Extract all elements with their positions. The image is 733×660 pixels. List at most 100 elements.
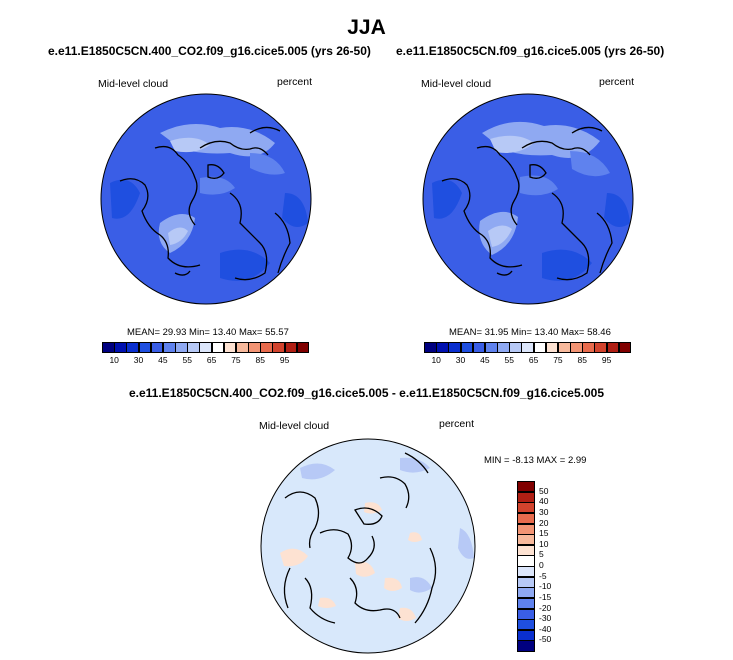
panel-a-colorbar-swatch	[102, 342, 115, 353]
panel-a-low-cloud-region	[282, 193, 308, 227]
panel-c-coastline	[284, 491, 320, 549]
panel-b-map	[422, 93, 634, 305]
panel-a-coastline	[174, 270, 191, 276]
panel-a-colorbar-label: 55	[182, 355, 192, 365]
panel-c-colorbar-label: -5	[539, 570, 547, 581]
panel-c-positive-anomaly	[355, 561, 375, 577]
panel-b-colorbar-swatch	[582, 342, 595, 353]
panel-b-low-cloud-region	[432, 179, 462, 219]
panel-b-coastline	[476, 145, 520, 226]
panel-c-positive-anomaly	[408, 532, 422, 542]
panel-b-colorbar-label: 30	[455, 355, 466, 365]
panel-c-colorbar-label: 0	[539, 560, 544, 570]
panel-c-colorbar-label: 5	[539, 549, 544, 560]
panel-c-coastline	[404, 452, 429, 474]
panel-a-colorbar-swatch	[223, 342, 237, 353]
panel-a-colorbar-label: 85	[255, 355, 266, 365]
panel-b-colorbar-swatch	[472, 342, 486, 353]
panel-c-negative-anomaly	[300, 463, 335, 480]
panel-c-colorbar-label: -10	[539, 581, 552, 592]
panel-c-coastline	[379, 476, 410, 509]
panel-c-negative-anomaly	[410, 577, 432, 593]
panel-a-colorbar-swatch	[126, 342, 140, 353]
panel-c-positive-anomaly	[364, 502, 382, 514]
panel-b-colorbar-swatch	[509, 342, 522, 353]
panel-a-colorbar-swatch	[260, 342, 273, 353]
panel-c-colorbar-swatch	[517, 597, 535, 609]
panel-c-title: e.e11.E1850C5CN.400_CO2.f09_g16.cice5.00…	[128, 386, 604, 400]
panel-b-colorbar-swatch	[594, 342, 608, 353]
panel-c-field-fill	[261, 439, 475, 653]
panel-c-coastline	[414, 547, 437, 624]
panel-a-title: e.e11.E1850C5CN.400_CO2.f09_g16.cice5.00…	[48, 44, 371, 58]
panel-c-colorbar-swatch	[517, 576, 535, 588]
panel-b-high-cloud-region	[490, 135, 534, 153]
panel-a-colorbar-swatch	[162, 342, 176, 353]
panel-b-coastline	[571, 126, 603, 134]
panel-a-stats: MEAN= 29.93 Min= 13.40 Max= 55.57	[127, 327, 289, 338]
panel-c-colorbar-label: -30	[539, 613, 552, 624]
panel-a-colorbar-label: 45	[158, 355, 168, 365]
panel-c-positive-anomaly	[398, 607, 416, 621]
panel-b-colorbar-label: 75	[553, 355, 563, 365]
panel-a-colorbar-swatch	[138, 342, 152, 353]
panel-a-colorbar-label: 30	[133, 355, 144, 365]
panel-b-coastline	[496, 270, 513, 276]
panel-a-colorbar-swatch	[235, 342, 249, 353]
panel-c-colorbar: 50 40 30 20 15 10 5 0 -5 -10 -15 -20 -30 -40 -50	[517, 481, 557, 652]
panel-c-colorbar-swatch	[517, 534, 535, 546]
panel-a-colorbar: 10 30 45 55 65 75 85 95	[102, 342, 310, 367]
panel-a-colorbar-label: 95	[279, 355, 290, 365]
panel-c-coastline	[319, 529, 375, 564]
panel-a-colorbar-swatch	[248, 342, 261, 353]
panel-c-stats: MIN = -8.13 MAX = 2.99	[484, 455, 587, 466]
panel-a-coastline	[199, 140, 269, 156]
panel-b-colorbar-label: 95	[601, 355, 612, 365]
panel-b-coastline	[521, 140, 591, 156]
panel-c-positive-anomaly	[384, 577, 402, 591]
panel-c-negative-anomaly	[458, 528, 474, 559]
panel-c-coastline	[349, 577, 401, 619]
panel-c-colorbar-label: 30	[539, 506, 549, 517]
panel-b-colorbar-swatch	[448, 342, 462, 353]
panel-a-colorbar-swatch	[296, 342, 310, 353]
panel-c-colorbar-swatch	[517, 640, 535, 652]
panel-c-colorbar-swatch	[517, 566, 535, 578]
panel-b-colorbar-swatch	[570, 342, 583, 353]
panel-a-colorbar-swatch	[284, 342, 298, 353]
panel-b-colorbar-swatch	[545, 342, 559, 353]
panel-b-high-cloud-region	[488, 225, 512, 247]
panel-a-colorbar-swatch	[199, 342, 213, 353]
panel-c-units-label: percent	[439, 418, 475, 430]
panel-c-colorbar-label: 40	[539, 496, 549, 507]
panel-c-colorbar-swatch	[517, 608, 535, 620]
panel-a-colorbar-swatch	[114, 342, 127, 353]
panel-b-low-cloud-region	[604, 193, 630, 227]
panel-a-map	[100, 93, 312, 305]
panel-a-colorbar-swatch	[150, 342, 164, 353]
panel-c-colorbar-label: 15	[539, 528, 549, 539]
panel-c-colorbar-swatch	[517, 491, 535, 503]
panel-b-field-label: Mid-level cloud	[421, 78, 492, 90]
panel-b-title: e.e11.E1850C5CN.f09_g16.cice5.005 (yrs 2…	[396, 44, 665, 58]
panel-c-colorbar-swatch	[517, 587, 535, 599]
panel-a-colorbar-swatch	[272, 342, 286, 353]
panel-a-coastline	[154, 145, 198, 226]
panel-c-coastline	[354, 507, 383, 525]
panel-b-mid-region	[520, 175, 558, 196]
panel-b-colorbar-swatch	[533, 342, 547, 353]
panel-b-colorbar-swatch	[484, 342, 498, 353]
panel-a-colorbar-swatch	[187, 342, 200, 353]
panel-c-colorbar-swatch	[517, 555, 535, 567]
panel-a-colorbar-swatch	[175, 342, 188, 353]
panel-a-coastline	[229, 192, 268, 281]
panel-a-low-cloud-region	[110, 179, 140, 219]
panel-b-colorbar-label: 10	[431, 355, 441, 365]
panel-c-colorbar-label: -50	[539, 634, 552, 645]
panel-a-coastline	[207, 164, 225, 179]
panel-b-colorbar-swatch	[557, 342, 571, 353]
panel-c-colorbar-swatch	[517, 544, 535, 556]
panel-b-colorbar-label: 45	[480, 355, 490, 365]
panel-c-colorbar-swatch	[517, 523, 535, 535]
panel-b-mid-region	[570, 151, 610, 177]
